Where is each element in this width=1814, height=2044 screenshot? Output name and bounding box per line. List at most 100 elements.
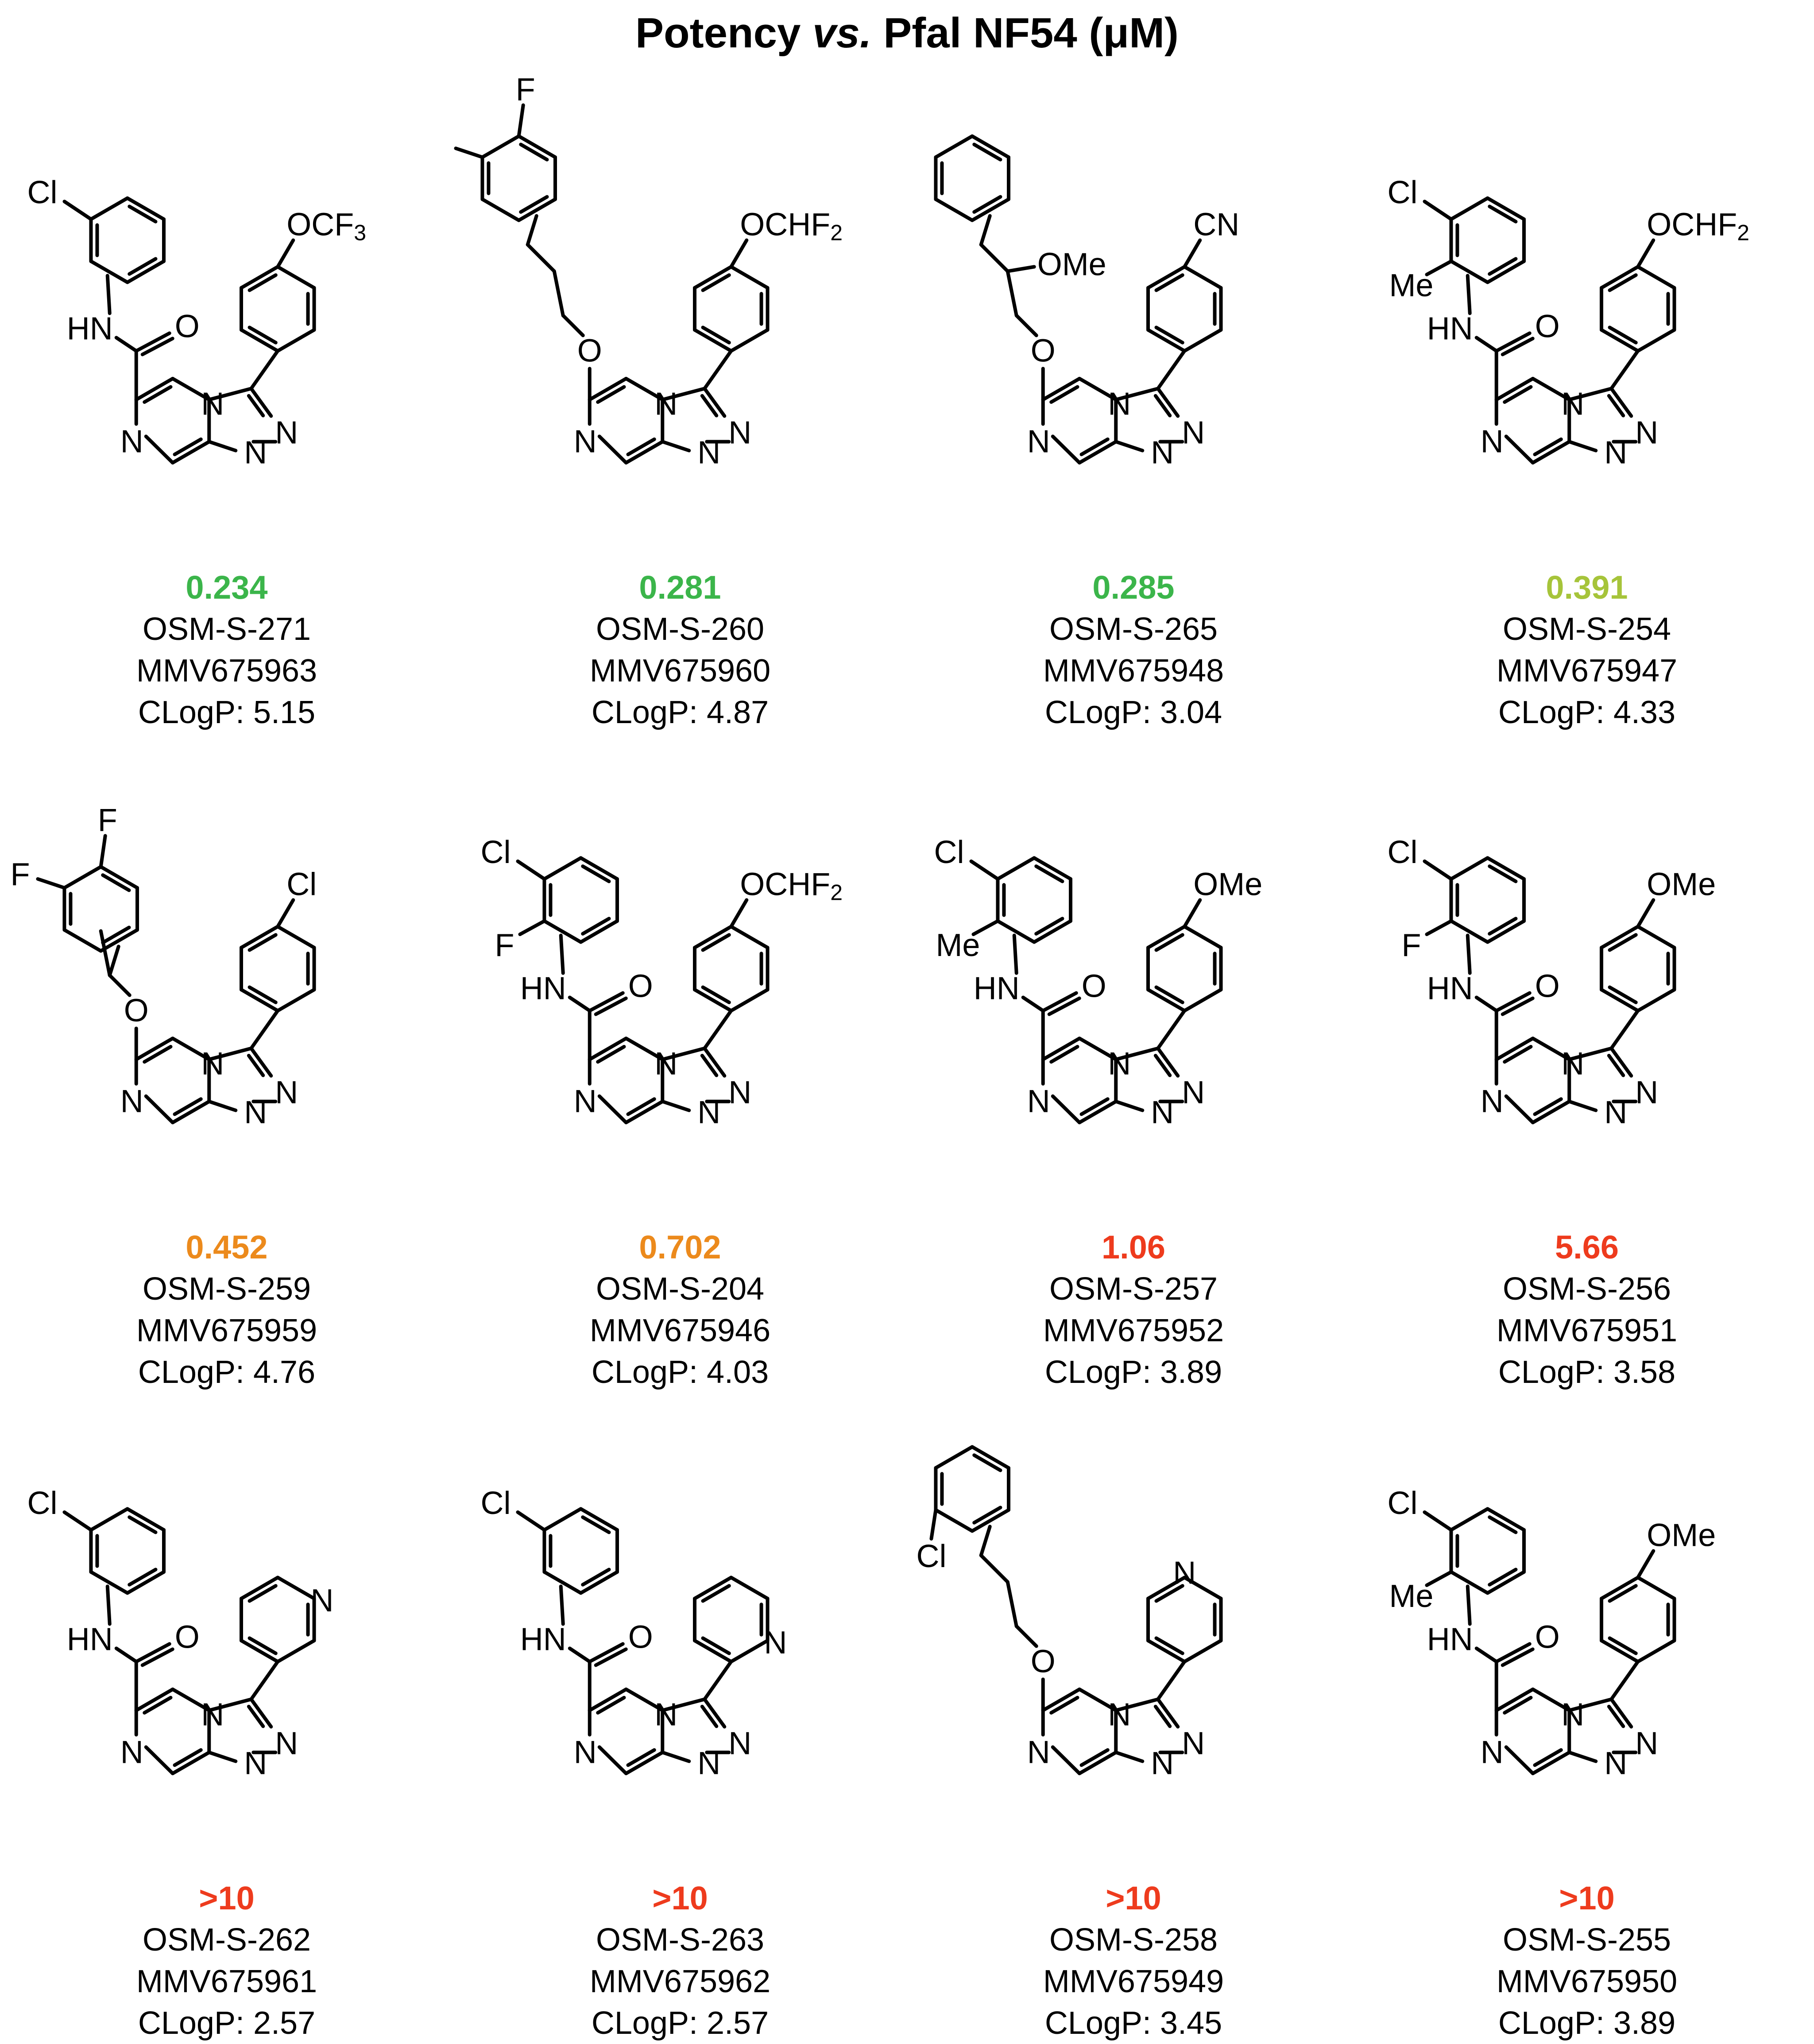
triazole-bond [207,387,253,402]
clogp-value: CLogP: 4.03 [591,1355,769,1390]
r-group-label-main: OCHF [740,207,830,243]
top-ring-bond [480,197,521,222]
clogp-value: CLogP: 2.57 [591,2005,769,2041]
aryl-ring-bond-double [248,325,278,345]
aryl-ring-bond-double [1154,985,1184,1004]
core-bond [1051,1745,1081,1775]
bridgehead-n-label: N [1108,387,1131,422]
triazole-n1-label: N [1182,1075,1205,1111]
osm-id: OSM-S-263 [596,1922,765,1958]
chain-bond [1014,314,1038,337]
carbonyl-bond [588,991,625,1013]
core-bond-double [173,1748,203,1767]
core-bond [134,1037,174,1061]
aryl-ring-bond [1636,988,1676,1013]
mmv-id: MMV675960 [589,653,771,689]
triazole-bond [1609,387,1633,418]
aryl-ring-bond [693,925,733,949]
compound-card: N N N N N O HN Cl >10 OSM-S-262 MMV675961 CLogP: 2.… [0,1368,453,2041]
aryl-ring-bond-double [1154,1584,1184,1603]
carbonyl-double [140,337,174,356]
r-group-label: OCHF2 [1647,207,1749,245]
aryl-ring-bond [276,925,316,949]
triazole-bond [703,387,727,418]
r-group-label-subscript: 3 [354,221,366,245]
structure-drawing: N N N N OCHF2 O HN Cl F [453,717,907,1218]
triazole-bond-double [247,1704,265,1728]
osm-id: OSM-S-257 [1049,1271,1218,1307]
aryl-ring-bond-double [248,1584,278,1603]
aniline-ring-bond [89,1507,129,1532]
carbonyl-double [1501,996,1535,1016]
top-ring-bond [970,1508,1010,1533]
triazole-n1-label: N [275,1075,298,1111]
amide-n-bond [568,995,592,1013]
ether-o-label: O [577,333,602,369]
triazole-bond [1609,1697,1633,1729]
pyrazine-n-label: N [120,424,143,460]
ome-label: OMe [1037,247,1106,283]
core-bond-double [1079,1097,1110,1116]
core-bond [1531,1688,1571,1712]
triazole-bond [1567,1697,1613,1712]
r-group-bond [276,238,295,269]
r-group-label-main: OCHF [740,867,830,902]
figure-title: Potency vs. Pfal NF54 (μM) [0,9,1814,58]
triazole-bond [661,440,691,453]
amide-o-label: O [1535,309,1560,345]
top-ring-bond [480,134,521,159]
potency-value: 0.391 [1546,569,1628,606]
triazole-bond [1609,1046,1633,1078]
carbonyl-bond [1494,1642,1532,1664]
cl-bond [62,200,93,221]
r-group-label: CN [1193,207,1239,243]
aryl-ring-bond [240,265,280,290]
fluoro1-label: F [98,803,117,838]
core-bond [1531,1037,1571,1061]
aniline-ring-bond [89,196,129,221]
core-bond [597,1745,628,1775]
triazole-n2-label: N [244,435,267,471]
pyrazine-n-label: N [1481,1735,1504,1770]
triazole-bond-double [247,394,265,418]
aryl-ring-bond [1183,1639,1223,1664]
title-suffix: Pfal NF54 (μM) [883,9,1179,57]
amide-hn-label: HN [1427,971,1473,1007]
structure-drawing: N N N N OMe O HN Cl F [1360,717,1814,1218]
compound-card: N N N N Cl O F F 0.452 OSM-S-259 MMV675959 CLogP: 4… [0,717,453,1390]
aryl-ring-bond [240,328,280,353]
osm-id: OSM-S-256 [1502,1271,1671,1307]
triazole-n2-label: N [1151,435,1174,471]
mmv-id: MMV675963 [136,653,317,689]
structure-drawing: N N N N CN O OMe [907,58,1360,558]
core-bond [1051,434,1081,465]
clogp-value: CLogP: 3.58 [1498,1355,1676,1390]
aryl-link-bond [249,1009,280,1050]
cl-bond [929,1508,938,1541]
top-ring-bond [934,1445,974,1470]
mmv-id: MMV675947 [1496,653,1678,689]
structure-drawing: NNNNOCHF2OFF [453,58,907,558]
aryl-ring-bond-double [248,933,278,952]
aryl-ring-bond [240,1576,280,1600]
aniline-ring-bond [1485,196,1526,221]
core-bond [171,1750,211,1775]
triazole-n1-label: N [728,1075,751,1111]
triazole-bond [1114,387,1160,402]
benzyl-link-bond [979,1525,992,1557]
aryl-ring-bond [276,265,316,290]
r-group-label: OCHF2 [740,207,843,245]
r-group-label: OCF3 [286,207,366,245]
triazole-bond [207,440,238,453]
carbonyl-bond [1041,991,1078,1013]
core-bond-double [173,1097,203,1116]
aryl-link-bond [1609,349,1640,391]
core-bond-double [1503,1045,1533,1064]
mmv-id: MMV675946 [589,1313,771,1348]
triazole-n1-label: N [275,415,298,451]
